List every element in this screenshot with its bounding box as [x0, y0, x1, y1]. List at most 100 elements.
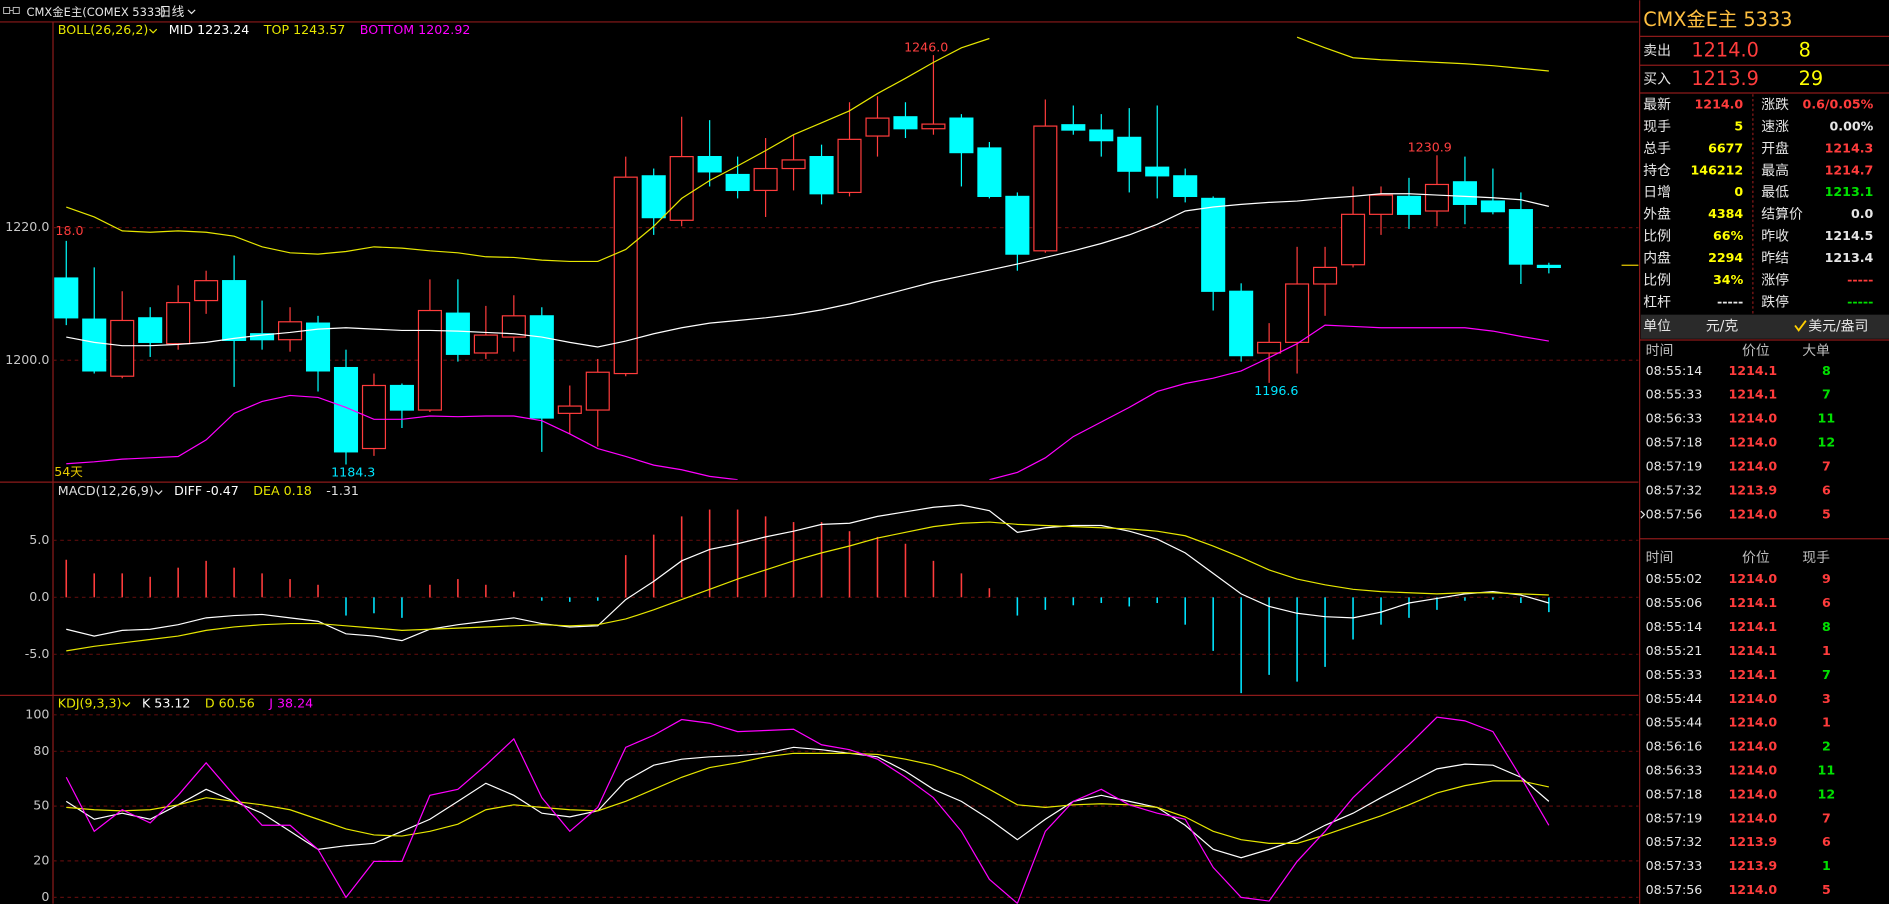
period-selector[interactable]: 日线	[159, 4, 185, 19]
legend-item: DEA 0.18	[253, 483, 311, 498]
candle-body	[82, 318, 107, 372]
candle-body	[1173, 175, 1198, 198]
candle-body	[921, 123, 946, 130]
indicator-line	[65, 716, 1550, 904]
trade-qty: 5	[1822, 507, 1831, 522]
trade-price: 1214.1	[1729, 363, 1778, 378]
trade-qty: 8	[1822, 363, 1831, 378]
legend-item: MID 1223.24	[169, 22, 250, 37]
trade-price: 1214.1	[1729, 643, 1778, 658]
stat-label: 跌停	[1761, 293, 1789, 310]
candle-body	[445, 312, 470, 355]
indicator-line	[66, 324, 1549, 480]
unit-option[interactable]: 美元/盎司	[1808, 319, 1868, 335]
stat-label: 昨收	[1761, 229, 1789, 245]
low-label: 1196.6	[1254, 383, 1298, 398]
stat-value: 0.0	[1851, 206, 1874, 221]
trade-price: 1214.0	[1729, 691, 1778, 706]
quote-qty: 29	[1799, 67, 1824, 90]
indicator-lines	[66, 504, 1550, 652]
candle-body	[893, 116, 918, 130]
y-tick-label: 5.0	[29, 532, 49, 547]
table-header: 时间	[1646, 343, 1674, 359]
candle-body	[1480, 200, 1505, 213]
table-header: 时间	[1646, 550, 1674, 566]
stat-value: 5	[1734, 118, 1743, 133]
candle-body	[333, 366, 359, 453]
candle-body	[361, 384, 387, 450]
trade-price: 1214.0	[1729, 435, 1778, 450]
y-tick-label: 0	[41, 889, 49, 904]
trade-price: 1214.0	[1729, 810, 1778, 825]
trade-time: 08:57:56	[1646, 507, 1703, 522]
candle-body	[1257, 341, 1282, 354]
stat-label: 杠杆	[1643, 294, 1671, 310]
candle-body	[669, 155, 694, 221]
stat-label: 外盘	[1643, 206, 1671, 223]
candle-body	[1145, 166, 1170, 177]
stat-value: -----	[1717, 294, 1743, 309]
indicator-line	[66, 752, 1549, 844]
row-marker	[1640, 510, 1646, 519]
candle-body	[529, 315, 554, 419]
stat-value: 6677	[1708, 140, 1743, 155]
trade-qty: 6	[1822, 595, 1831, 610]
trade-time: 08:57:18	[1646, 786, 1703, 801]
trade-time: 08:57:19	[1646, 459, 1703, 474]
trade-time: 08:55:33	[1646, 387, 1703, 402]
dropdown-arrow[interactable]	[187, 9, 196, 15]
trade-time: 08:56:33	[1646, 411, 1703, 426]
indicator-line	[66, 521, 1549, 652]
stat-label: 速涨	[1761, 119, 1789, 135]
legend-item: -1.31	[326, 483, 359, 498]
stat-value: -----	[1847, 294, 1873, 309]
check-mark[interactable]	[1794, 320, 1807, 332]
y-tick-label: 20	[33, 852, 49, 867]
stat-label: 最新	[1643, 97, 1671, 113]
legend-item: D 60.56	[205, 695, 255, 710]
candle-body	[865, 117, 890, 137]
histogram	[65, 509, 1550, 694]
table-header: 现手	[1802, 550, 1830, 566]
trade-qty: 9	[1822, 571, 1831, 586]
quote-label: 卖出	[1643, 43, 1671, 59]
trade-price: 1214.1	[1729, 667, 1778, 682]
table-header: 价位	[1742, 550, 1770, 566]
candle-body	[949, 117, 974, 154]
stat-label: 开盘	[1761, 140, 1789, 157]
indicator-lines	[66, 36, 1549, 480]
unit-bar	[1640, 314, 1889, 339]
trade-price: 1214.0	[1729, 411, 1778, 426]
trade-time: 08:55:14	[1646, 619, 1703, 634]
trade-time: 08:55:02	[1646, 571, 1703, 586]
trade-time: 08:57:19	[1646, 810, 1703, 825]
dropdown-arrow	[154, 490, 163, 496]
candle-body	[194, 280, 219, 302]
stat-label: 日增	[1643, 185, 1671, 201]
header-icon[interactable]	[3, 6, 20, 14]
stat-value: 4384	[1708, 206, 1743, 221]
trade-qty: 2	[1822, 739, 1831, 754]
trade-price: 1213.9	[1729, 858, 1778, 873]
candle-body	[1005, 195, 1030, 255]
y-tick-label: 80	[33, 743, 49, 758]
trade-price: 1214.0	[1729, 739, 1778, 754]
trade-time: 08:57:32	[1646, 483, 1703, 498]
trade-price: 1214.1	[1729, 619, 1778, 634]
low-label: 1184.3	[331, 464, 375, 479]
trade-qty: 1	[1822, 715, 1831, 730]
trade-time: 08:55:44	[1646, 691, 1703, 706]
candle-body	[1285, 283, 1310, 343]
period-label: 54天	[54, 464, 83, 479]
trade-qty: 7	[1822, 667, 1831, 682]
unit-option[interactable]: 元/克	[1706, 319, 1739, 335]
stat-label: 涨停	[1761, 271, 1789, 288]
indicator-line	[65, 746, 1550, 859]
trade-price: 1214.1	[1729, 595, 1778, 610]
candle-body	[138, 317, 163, 343]
trade-time: 08:55:44	[1646, 715, 1703, 730]
trade-price: 1214.0	[1729, 571, 1778, 586]
trade-price: 1213.9	[1729, 483, 1778, 498]
candle-body	[1508, 209, 1533, 265]
